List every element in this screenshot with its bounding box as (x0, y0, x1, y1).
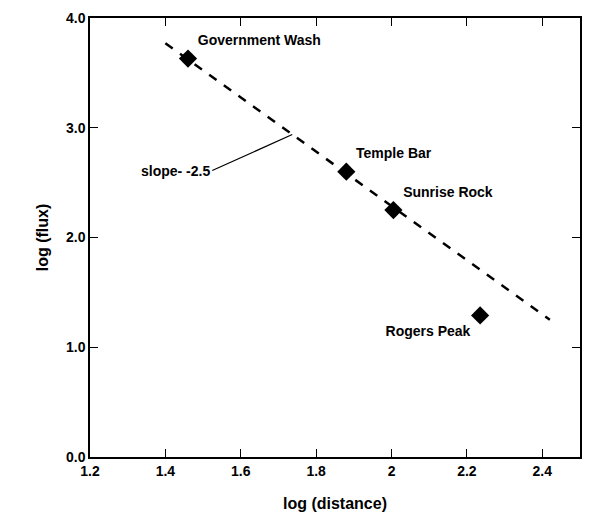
svg-text:Government Wash: Government Wash (198, 32, 321, 48)
svg-text:Temple Bar: Temple Bar (356, 145, 432, 161)
svg-text:1.4: 1.4 (156, 463, 176, 479)
svg-text:log (flux): log (flux) (34, 204, 51, 272)
svg-text:slope- -2.5: slope- -2.5 (141, 163, 210, 179)
svg-text:1.2: 1.2 (80, 463, 100, 479)
svg-text:2.0: 2.0 (66, 229, 86, 245)
svg-text:2.2: 2.2 (457, 463, 477, 479)
svg-text:log (distance): log (distance) (283, 495, 387, 512)
svg-text:2.4: 2.4 (533, 463, 553, 479)
svg-text:Rogers Peak: Rogers Peak (386, 323, 471, 339)
svg-text:1.8: 1.8 (306, 463, 326, 479)
svg-text:1.0: 1.0 (66, 339, 86, 355)
svg-text:4.0: 4.0 (66, 10, 86, 26)
svg-text:Sunrise Rock: Sunrise Rock (403, 184, 493, 200)
svg-text:1.6: 1.6 (231, 463, 251, 479)
svg-text:2: 2 (388, 463, 396, 479)
svg-text:0.0: 0.0 (66, 449, 86, 465)
svg-text:3.0: 3.0 (66, 120, 86, 136)
